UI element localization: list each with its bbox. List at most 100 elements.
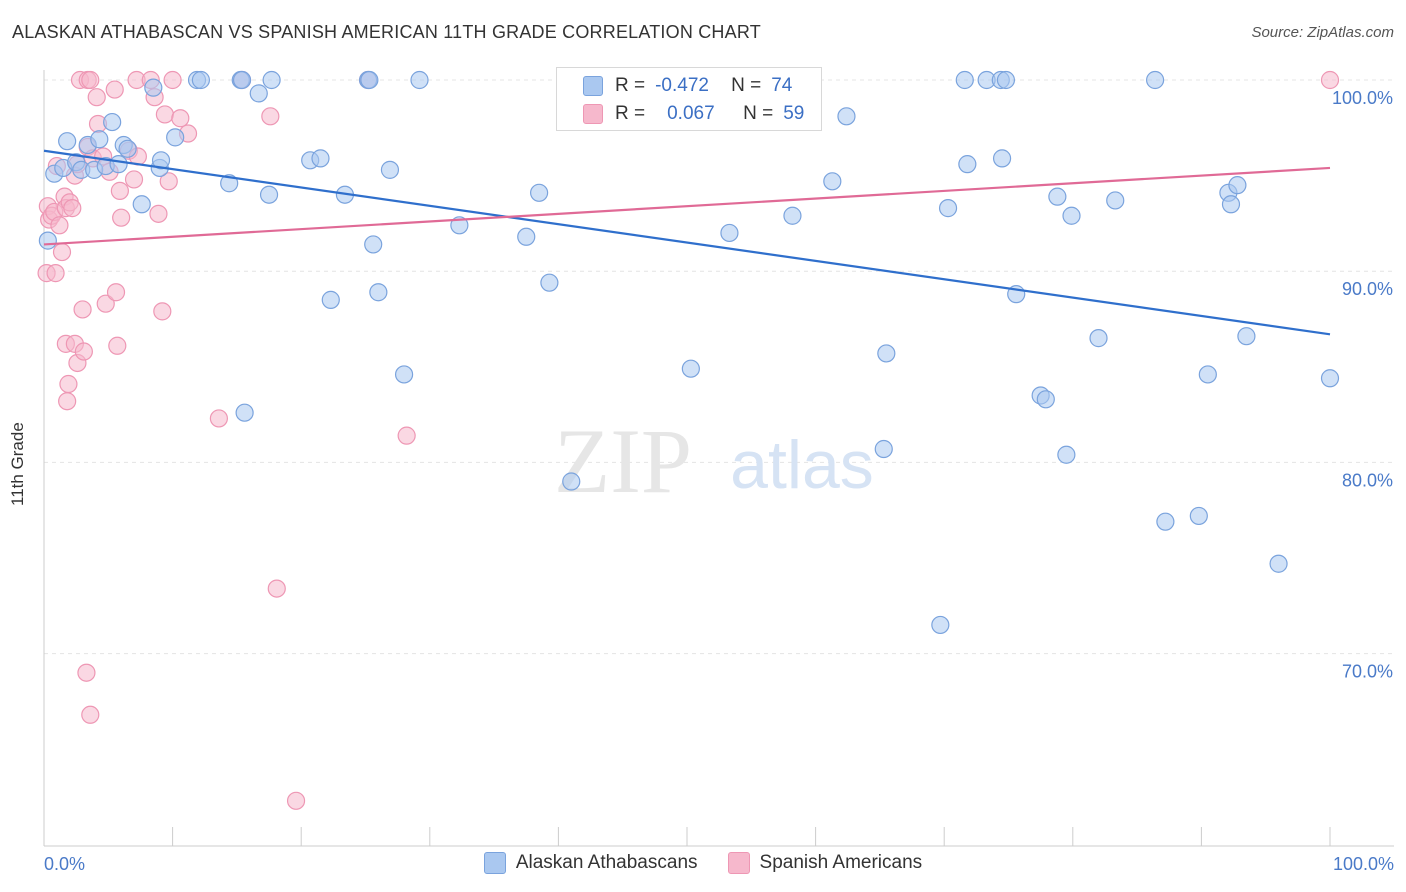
athabascan-point <box>262 70 281 90</box>
athabascan-point <box>992 149 1012 168</box>
bottom-legend: Alaskan Athabascans Spanish Americans <box>0 852 1406 874</box>
bottom-legend-swatch-pink <box>727 852 750 874</box>
bottom-legend-swatch-blue <box>483 852 506 874</box>
legend-row-athabascans: R = -0.472 N = 74 <box>583 73 792 99</box>
gridlines <box>44 79 1394 655</box>
spanish-american-point <box>149 204 168 223</box>
athabascan-point <box>364 235 383 254</box>
athabascan-point <box>249 84 268 103</box>
athabascan-point <box>360 70 379 90</box>
y-tick-label: 100.0% <box>1332 88 1393 108</box>
watermark-atlas: atlas <box>730 427 874 503</box>
athabascan-point <box>931 615 950 635</box>
athabascan-point <box>58 132 77 151</box>
athabascan-point <box>955 70 974 90</box>
athabascan-trend-line <box>43 149 1331 336</box>
spanish-american-point <box>286 791 306 810</box>
spanish-american-point <box>46 264 65 283</box>
y-tick-labels: 70.0% 80.0% 90.0% 100.0% <box>1332 88 1393 682</box>
athabascan-point <box>1189 506 1208 526</box>
athabascan-point <box>151 151 171 170</box>
athabascan-point <box>720 223 739 243</box>
athabascan-point <box>1221 195 1241 214</box>
spanish-american-point <box>267 579 286 598</box>
athabascan-point <box>118 139 137 158</box>
athabascan-point <box>166 128 185 147</box>
spanish-american-point <box>81 70 100 90</box>
athabascan-point <box>1156 512 1175 531</box>
spanish-american-point <box>50 216 69 235</box>
athabascan-point <box>321 290 340 309</box>
spanish-american-point <box>96 294 115 313</box>
watermark-zip: ZIP <box>554 410 692 512</box>
legend-swatch-pink <box>583 104 603 124</box>
y-axis-label: 11th Grade <box>8 422 27 506</box>
athabascan-point <box>1237 327 1256 346</box>
source-credit: Source: ZipAtlas.com <box>1251 24 1394 41</box>
legend-n-value: 59 <box>783 103 805 124</box>
athabascan-point <box>562 472 581 491</box>
x-tick-labels: 0.0% 100.0% <box>43 827 1394 874</box>
watermark: ZIP atlas <box>554 410 874 512</box>
legend-n-label: N = <box>731 75 762 96</box>
legend-r-label: R = <box>615 75 646 96</box>
athabascan-point <box>1089 329 1108 348</box>
athabascan-point <box>235 403 254 422</box>
athabascan-point <box>109 155 128 174</box>
legend-r-label: R = <box>615 103 646 124</box>
athabascan-point <box>1269 554 1288 573</box>
athabascan-point <box>394 365 414 384</box>
athabascan-point <box>380 160 400 179</box>
spanish-american-point <box>110 181 129 200</box>
spanish-american-point <box>106 283 126 302</box>
spanish-american-point <box>159 172 178 191</box>
athabascan-point <box>1062 206 1081 225</box>
athabascan-point <box>874 439 893 459</box>
x-tick-label: 0.0% <box>44 854 85 874</box>
athabascan-point <box>311 149 330 168</box>
spanish-american-point <box>63 199 82 218</box>
spanish-american-point <box>105 80 124 99</box>
athabascan-point <box>1048 187 1067 206</box>
athabascan-point <box>1146 70 1165 90</box>
chart-title: ALASKAN ATHABASCAN VS SPANISH AMERICAN 1… <box>12 22 761 42</box>
athabascan-point <box>823 172 842 191</box>
bottom-legend-label: Spanish Americans <box>759 852 923 873</box>
series-alaskan-athabascans <box>38 70 1340 635</box>
spanish-american-point <box>171 109 190 128</box>
athabascan-point <box>1036 390 1055 409</box>
spanish-american-point <box>81 705 100 724</box>
athabascan-point <box>1106 191 1125 210</box>
athabascan-point <box>369 283 388 302</box>
athabascan-point <box>1320 369 1340 388</box>
spanish-american-point <box>108 336 127 355</box>
athabascan-point <box>540 273 559 292</box>
bottom-legend-item-athabascans: Alaskan Athabascans <box>483 852 698 874</box>
athabascan-point <box>837 107 856 126</box>
athabascan-point <box>1198 365 1217 384</box>
athabascan-point <box>958 155 977 174</box>
athabascan-point <box>938 199 958 218</box>
athabascan-point <box>783 206 802 225</box>
athabascan-point <box>530 183 549 202</box>
spanish-american-point <box>73 300 92 319</box>
legend-n-value: 74 <box>771 75 793 96</box>
spanish-american-trend-line <box>43 166 1331 246</box>
spanish-american-point <box>74 342 93 361</box>
athabascan-point <box>90 130 109 149</box>
spanish-american-point <box>58 392 77 411</box>
athabascan-point <box>38 231 57 250</box>
athabascan-point <box>103 112 122 132</box>
athabascan-point <box>681 359 700 378</box>
athabascan-point <box>517 227 536 246</box>
athabascan-point <box>410 70 429 90</box>
athabascan-point <box>877 344 896 363</box>
y-tick-label: 70.0% <box>1342 662 1393 682</box>
spanish-american-point <box>163 70 182 90</box>
bottom-legend-label: Alaskan Athabascans <box>515 852 698 873</box>
y-tick-label: 90.0% <box>1342 279 1393 299</box>
athabascan-point <box>996 70 1016 90</box>
spanish-american-point <box>87 88 106 107</box>
spanish-american-point <box>155 105 174 124</box>
